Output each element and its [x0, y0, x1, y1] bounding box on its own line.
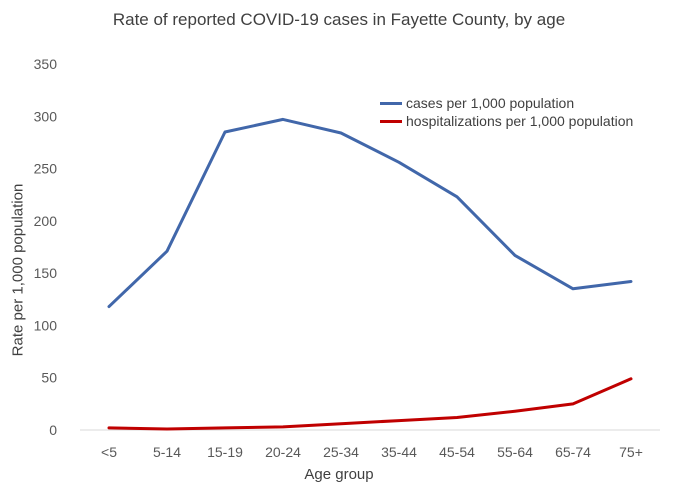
- legend: cases per 1,000 population hospitalizati…: [380, 94, 633, 130]
- legend-item-hospitalizations: hospitalizations per 1,000 population: [380, 112, 633, 130]
- x-tick-label: 5-14: [153, 444, 181, 460]
- y-tick-label: 350: [34, 56, 58, 72]
- x-tick-label: 55-64: [497, 444, 533, 460]
- x-axis-label: Age group: [304, 466, 374, 483]
- legend-label-hospitalizations: hospitalizations per 1,000 population: [406, 113, 634, 129]
- legend-label-cases: cases per 1,000 population: [406, 95, 575, 111]
- legend-item-cases: cases per 1,000 population: [380, 94, 633, 112]
- y-axis-label: Rate per 1,000 population: [9, 183, 27, 357]
- y-tick-label: 100: [34, 317, 58, 333]
- y-tick-label: 0: [49, 422, 57, 438]
- y-tick-label: 300: [34, 108, 58, 124]
- legend-swatch-hospitalizations: [380, 119, 402, 123]
- x-tick-label: 15-19: [207, 444, 243, 460]
- x-tick-label: 25-34: [323, 444, 359, 460]
- y-tick-label: 200: [34, 213, 58, 229]
- x-tick-label: <5: [101, 444, 117, 460]
- x-tick-label: 45-54: [439, 444, 475, 460]
- y-tick-label: 50: [41, 370, 57, 386]
- y-tick-label: 150: [34, 265, 58, 281]
- series-line-cases: [107, 117, 633, 309]
- x-tick-label: 20-24: [265, 444, 301, 460]
- y-tick-label: 250: [34, 161, 58, 177]
- series-line-hospitalizations: [107, 377, 633, 431]
- x-tick-label: 75+: [619, 444, 643, 460]
- x-tick-label: 35-44: [381, 444, 417, 460]
- legend-swatch-cases: [380, 101, 402, 105]
- chart-title: Rate of reported COVID-19 cases in Fayet…: [112, 10, 566, 29]
- x-tick-label: 65-74: [555, 444, 591, 460]
